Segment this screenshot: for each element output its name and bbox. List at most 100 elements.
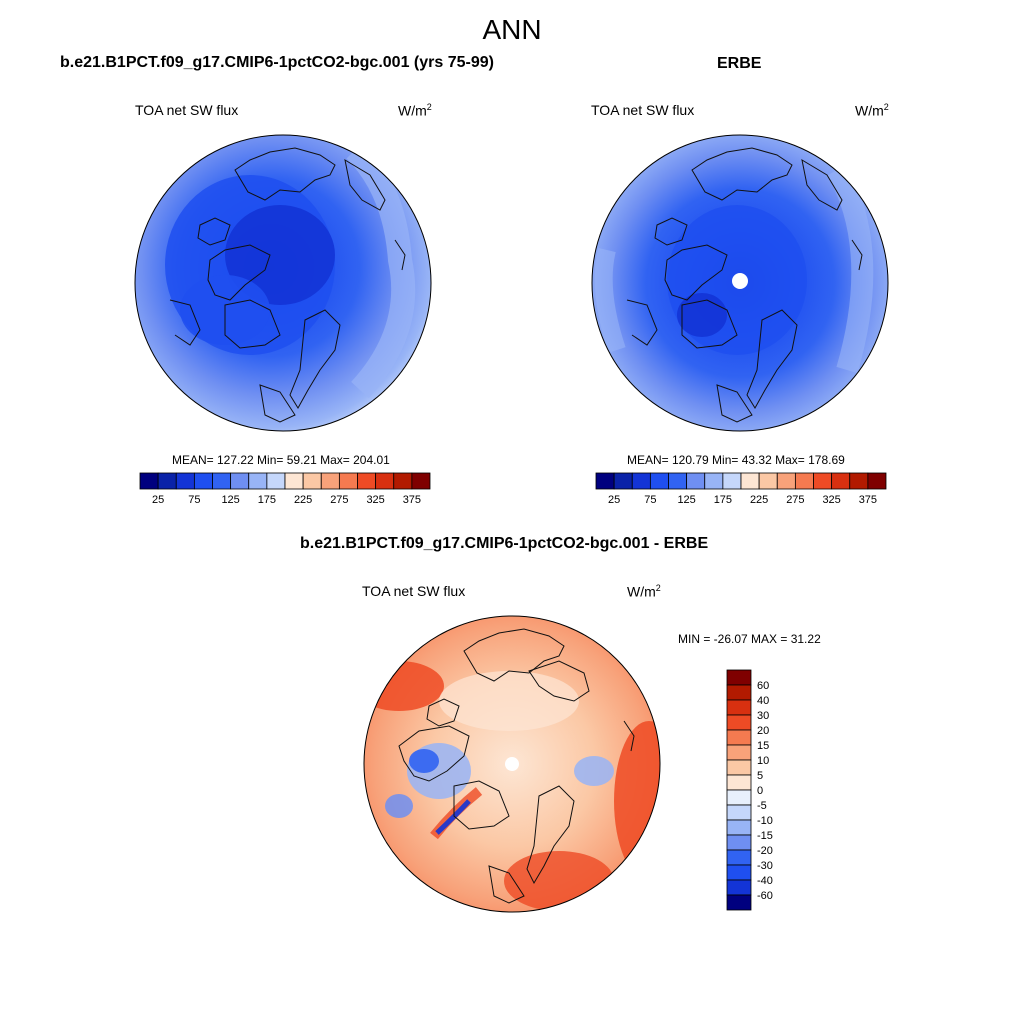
- diff-colorbar-tick-label: -5: [757, 800, 767, 812]
- diff-colorbar-tick-label: 10: [757, 755, 769, 767]
- model-colorbar-box: [212, 472, 232, 490]
- model-colorbar-tick-label: 375: [403, 494, 421, 506]
- obs-map-border: [591, 134, 889, 432]
- diff-colorbar-tick-label: 20: [757, 725, 769, 737]
- obs-panel-header: ERBE: [717, 55, 762, 72]
- diff-colorbar-tick-label: 30: [757, 710, 769, 722]
- diff-colorbar-tick-label: -40: [757, 875, 773, 887]
- diff-colorbar-tick-label: 15: [757, 740, 769, 752]
- model-units-label: W/m2: [398, 102, 432, 119]
- obs-colorbar-box: [740, 472, 760, 490]
- model-colorbar-box: [302, 472, 322, 490]
- diff-coastlines: [398, 628, 635, 904]
- obs-stats: MEAN= 120.79 Min= 43.32 Max= 178.69: [627, 453, 845, 467]
- model-colorbar-tick-label: 75: [188, 494, 200, 506]
- obs-colorbar-box: [831, 472, 851, 490]
- model-colorbar-box: [320, 472, 340, 490]
- model-colorbar-box: [139, 472, 159, 490]
- diff-colorbar-box: [726, 699, 752, 716]
- model-colorbar-box: [230, 472, 250, 490]
- diff-colorbar-box: [726, 894, 752, 911]
- obs-colorbar-box: [794, 472, 814, 490]
- diff-colorbar: 60 40 30 20 15 10 5 0 -5 -10 -15 -20 -30 -40 -60: [726, 669, 773, 911]
- diff-colorbar-box: [726, 744, 752, 761]
- obs-colorbar-box: [867, 472, 887, 490]
- diff-colorbar-box: [726, 684, 752, 701]
- obs-colorbar-box: [649, 472, 669, 490]
- obs-colorbar-box: [704, 472, 724, 490]
- diff-colorbar-box: [726, 789, 752, 806]
- diff-colorbar-box: [726, 849, 752, 866]
- diff-field-contour: [504, 851, 614, 911]
- obs-field-contour: [827, 164, 874, 374]
- model-colorbar-box: [338, 472, 358, 490]
- diff-colorbar-box: [726, 819, 752, 836]
- model-colorbar-box: [266, 472, 286, 490]
- diff-stats: MIN = -26.07 MAX = 31.22: [678, 632, 821, 646]
- model-colorbar: 25 75 125 175 225 275 325 375: [139, 472, 431, 506]
- diff-units-label: W/m2: [627, 583, 661, 600]
- figure-title: ANN: [482, 14, 542, 45]
- obs-colorbar-box: [722, 472, 742, 490]
- diff-colorbar-tick-label: -10: [757, 815, 773, 827]
- model-stats: MEAN= 127.22 Min= 59.21 Max= 204.01: [172, 453, 390, 467]
- model-colorbar-box: [411, 472, 431, 490]
- model-colorbar-tick-label: 125: [221, 494, 239, 506]
- obs-coastlines: [626, 147, 863, 423]
- obs-units-label: W/m2: [855, 102, 889, 119]
- diff-colorbar-box: [726, 879, 752, 896]
- model-colorbar-box: [284, 472, 304, 490]
- diff-colorbar-tick-label: 40: [757, 695, 769, 707]
- diff-variable-label: TOA net SW flux: [362, 583, 466, 599]
- model-colorbar-box: [193, 472, 213, 490]
- obs-colorbar-tick-label: 275: [786, 494, 804, 506]
- obs-colorbar-box: [758, 472, 778, 490]
- model-polar-map: [134, 134, 432, 432]
- model-colorbar-tick-label: 25: [152, 494, 164, 506]
- model-coastlines: [169, 147, 406, 423]
- model-map-border: [134, 134, 432, 432]
- diff-colorbar-box: [726, 774, 752, 791]
- obs-pole-hole: [732, 273, 748, 289]
- diff-colorbar-box: [726, 864, 752, 881]
- obs-colorbar-tick-label: 125: [677, 494, 695, 506]
- obs-colorbar-box: [613, 472, 633, 490]
- diff-colorbar-tick-label: -15: [757, 830, 773, 842]
- model-colorbar-box: [157, 472, 177, 490]
- diff-field-contour: [439, 671, 579, 731]
- obs-colorbar-tick-label: 75: [644, 494, 656, 506]
- obs-colorbar-tick-label: 175: [714, 494, 732, 506]
- diff-field-contour: [614, 721, 660, 881]
- diff-colorbar-tick-label: 0: [757, 785, 763, 797]
- model-colorbar-box: [248, 472, 268, 490]
- model-colorbar-tick-label: 275: [330, 494, 348, 506]
- diff-colorbar-tick-label: -60: [757, 890, 773, 902]
- model-colorbar-box: [357, 472, 377, 490]
- obs-colorbar-tick-label: 225: [750, 494, 768, 506]
- model-colorbar-tick-label: 175: [258, 494, 276, 506]
- diff-colorbar-tick-label: -30: [757, 860, 773, 872]
- model-panel-header: b.e21.B1PCT.f09_g17.CMIP6-1pctCO2-bgc.00…: [60, 54, 494, 71]
- obs-field-contour: [594, 247, 626, 353]
- obs-colorbar-box: [686, 472, 706, 490]
- obs-colorbar-box: [595, 472, 615, 490]
- model-colorbar-box: [375, 472, 395, 490]
- diff-panel-header: b.e21.B1PCT.f09_g17.CMIP6-1pctCO2-bgc.00…: [300, 535, 709, 552]
- obs-colorbar-tick-label: 25: [608, 494, 620, 506]
- obs-colorbar: 25 75 125 175 225 275 325 375: [595, 472, 887, 506]
- obs-colorbar-box: [776, 472, 796, 490]
- diff-colorbar-tick-label: 60: [757, 680, 769, 692]
- model-field-contour: [346, 141, 416, 399]
- diff-colorbar-tick-label: 5: [757, 770, 763, 782]
- diff-field-contour: [409, 749, 439, 773]
- model-colorbar-tick-label: 225: [294, 494, 312, 506]
- model-colorbar-box: [393, 472, 413, 490]
- obs-colorbar-tick-label: 375: [859, 494, 877, 506]
- model-colorbar-tick-label: 325: [366, 494, 384, 506]
- obs-colorbar-box: [631, 472, 651, 490]
- obs-variable-label: TOA net SW flux: [591, 102, 695, 118]
- obs-colorbar-box: [668, 472, 688, 490]
- diff-colorbar-box: [726, 834, 752, 851]
- model-variable-label: TOA net SW flux: [135, 102, 239, 118]
- diff-colorbar-tick-label: -20: [757, 845, 773, 857]
